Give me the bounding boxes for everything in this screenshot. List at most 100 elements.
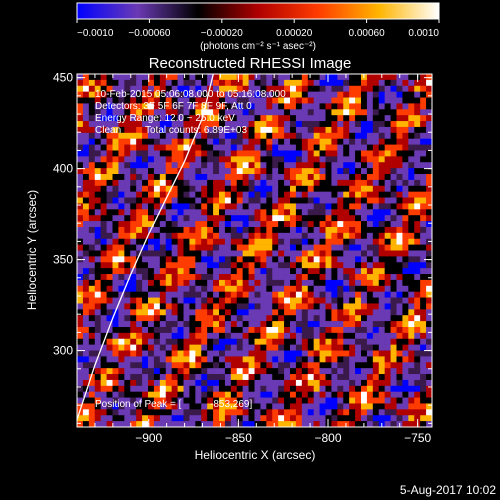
heatmap-cell (260, 421, 267, 427)
annotation-total-counts: Total counts: 6.89E+03 (145, 125, 247, 136)
heatmap-cell (343, 368, 350, 375)
heatmap-cell (278, 415, 285, 422)
heatmap-cell (213, 303, 220, 310)
heatmap-cell (153, 297, 161, 304)
heatmap-cell (112, 397, 119, 404)
heatmap-cell (355, 385, 362, 392)
heatmap-cell (148, 326, 155, 334)
heatmap-cell (207, 309, 214, 316)
heatmap-cell (88, 85, 96, 92)
heatmap-cell (266, 97, 273, 104)
heatmap-cell (77, 379, 84, 387)
heatmap-cell (177, 350, 184, 357)
heatmap-cell (82, 168, 90, 175)
heatmap-cell (307, 332, 314, 340)
heatmap-cell (219, 374, 226, 381)
heatmap-cell (171, 274, 178, 281)
heatmap-cell (414, 144, 421, 151)
heatmap-cell (201, 415, 208, 422)
heatmap-cell (242, 138, 249, 145)
heatmap-cell (361, 315, 368, 322)
y-tick-label: 450 (53, 71, 73, 85)
heatmap-cell (195, 368, 202, 375)
heatmap-cell (290, 279, 297, 287)
heatmap-cell (130, 409, 137, 416)
heatmap-cell (230, 303, 238, 310)
heatmap-cell (213, 421, 220, 427)
heatmap-cell (88, 421, 96, 427)
heatmap-cell (337, 132, 344, 140)
heatmap-cell (82, 74, 90, 81)
heatmap-cell (177, 332, 184, 340)
heatmap-cell (201, 385, 208, 392)
heatmap-cell (278, 238, 285, 245)
heatmap-cell (183, 144, 190, 151)
heatmap-cell (331, 179, 338, 187)
heatmap-cell (213, 238, 220, 245)
heatmap-cell (337, 126, 344, 134)
heatmap-cell (207, 209, 214, 216)
heatmap-cell (414, 356, 421, 363)
heatmap-cell (426, 209, 432, 216)
heatmap-cell (236, 409, 243, 416)
heatmap-cell (88, 197, 96, 204)
heatmap-cell (248, 162, 255, 169)
heatmap-cell (313, 162, 320, 169)
heatmap-cell (361, 379, 368, 387)
heatmap-cell (284, 74, 291, 81)
heatmap-cell (88, 103, 96, 110)
heatmap-cell (278, 97, 285, 104)
heatmap-cell (260, 244, 267, 251)
heatmap-cell (260, 279, 267, 287)
heatmap-cell (88, 356, 96, 363)
heatmap-cell (355, 397, 362, 404)
heatmap-cell (100, 350, 107, 357)
heatmap-cell (295, 126, 303, 134)
heatmap-cell (420, 350, 427, 357)
heatmap-cell (378, 397, 385, 404)
heatmap-cell (355, 121, 362, 128)
heatmap-cell (171, 244, 178, 251)
heatmap-cell (349, 368, 356, 375)
heatmap-cell (136, 350, 143, 357)
heatmap-cell (94, 315, 101, 322)
heatmap-cell (183, 415, 190, 422)
heatmap-cell (396, 379, 403, 387)
heatmap-cell (106, 315, 113, 322)
heatmap-cell (177, 162, 184, 169)
heatmap-cell (219, 244, 226, 251)
heatmap-cell (124, 179, 131, 187)
heatmap-cell (106, 250, 113, 257)
heatmap-cell (165, 391, 172, 398)
heatmap-cell (142, 344, 149, 351)
heatmap-cell (183, 285, 190, 292)
heatmap-cell (266, 274, 273, 281)
heatmap-cell (112, 274, 119, 281)
heatmap-cell (278, 409, 285, 416)
heatmap-cell (260, 115, 267, 122)
heatmap-cell (343, 262, 350, 269)
heatmap-cell (207, 403, 214, 410)
heatmap-cell (313, 238, 320, 245)
heatmap-cell (343, 197, 350, 204)
heatmap-cell (266, 326, 273, 334)
heatmap-cell (159, 274, 167, 281)
heatmap-cell (361, 391, 368, 398)
heatmap-cell (366, 415, 374, 422)
heatmap-cell (136, 362, 143, 369)
heatmap-cell (112, 126, 119, 134)
heatmap-cell (301, 279, 309, 287)
heatmap-cell (165, 315, 172, 322)
heatmap-cell (408, 138, 415, 145)
heatmap-cell (331, 321, 338, 328)
heatmap-cell (290, 297, 297, 304)
heatmap-cell (278, 332, 285, 340)
heatmap-cell (213, 391, 220, 398)
heatmap-cell (272, 109, 279, 116)
heatmap-cell (195, 332, 202, 340)
heatmap-cell (224, 421, 232, 427)
heatmap-cell (248, 368, 255, 375)
heatmap-cell (313, 138, 320, 145)
heatmap-cell (88, 232, 96, 240)
heatmap-cell (153, 291, 161, 298)
